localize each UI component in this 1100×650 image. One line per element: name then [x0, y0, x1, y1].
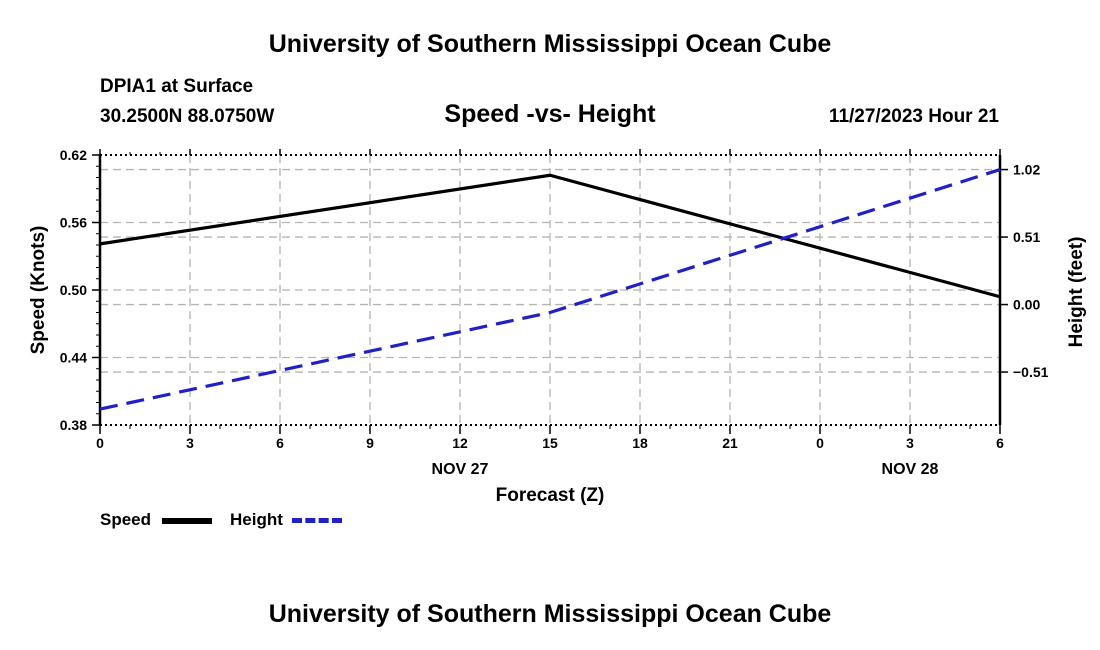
x-tick-label: 0: [816, 435, 824, 451]
y-right-tick-label: 1.02: [1013, 162, 1040, 178]
speed-height-chart: 0 3 6 9 12 15 18 21 0 3 6 NOV 27 NOV 28 Forecast (Z) 0…: [28, 147, 1087, 506]
y-left-tick-label: 0.62: [60, 147, 87, 163]
y-left-tick-label: 0.44: [60, 350, 87, 366]
x-tick-label: 18: [632, 435, 648, 451]
coordinates-label: 30.2500N 88.0750W: [100, 106, 275, 127]
page-title: University of Southern Mississippi Ocean…: [268, 30, 832, 58]
forecast-date-label: 11/27/2023 Hour 21: [828, 106, 999, 127]
x-tick-label: 21: [722, 435, 738, 451]
y-left-tick-label: 0.38: [60, 417, 87, 433]
y-right-tick-label: 0.51: [1013, 229, 1040, 245]
date-label: NOV 28: [882, 461, 939, 478]
date-label: NOV 27: [432, 461, 489, 478]
x-tick-label: 6: [276, 435, 284, 451]
legend-label-height: Height: [230, 510, 283, 529]
x-tick-label: 6: [996, 435, 1004, 451]
x-axis-label: Forecast (Z): [496, 485, 605, 506]
station-label: DPIA1 at Surface: [100, 76, 254, 97]
x-tick-label: 9: [366, 435, 374, 451]
chart-title: Speed -vs- Height: [444, 100, 656, 128]
axes: [92, 149, 1008, 434]
y-right-tick-label: −0.51: [1013, 364, 1049, 380]
x-tick-label: 12: [452, 435, 468, 451]
legend-swatch-height: [292, 518, 342, 523]
x-tick-label: 15: [542, 435, 558, 451]
y-left-tick-label: 0.50: [60, 282, 87, 298]
y-left-axis-label: Speed (Knots): [28, 226, 49, 355]
legend-swatch-speed: [162, 518, 212, 524]
grid: [100, 155, 1000, 425]
axis-labels: 0 3 6 9 12 15 18 21 0 3 6 NOV 27 NOV 28 Forecast (Z) 0…: [28, 147, 1087, 506]
y-left-tick-label: 0.56: [60, 215, 87, 231]
x-tick-label: 0: [96, 435, 104, 451]
y-right-tick-label: 0.00: [1013, 297, 1040, 313]
x-tick-label: 3: [186, 435, 194, 451]
footer-title: University of Southern Mississippi Ocean…: [268, 600, 832, 628]
legend-label-speed: Speed: [100, 510, 152, 529]
x-tick-label: 3: [906, 435, 914, 451]
y-right-axis-label: Height (feet): [1066, 237, 1087, 348]
series: [99, 168, 1001, 411]
